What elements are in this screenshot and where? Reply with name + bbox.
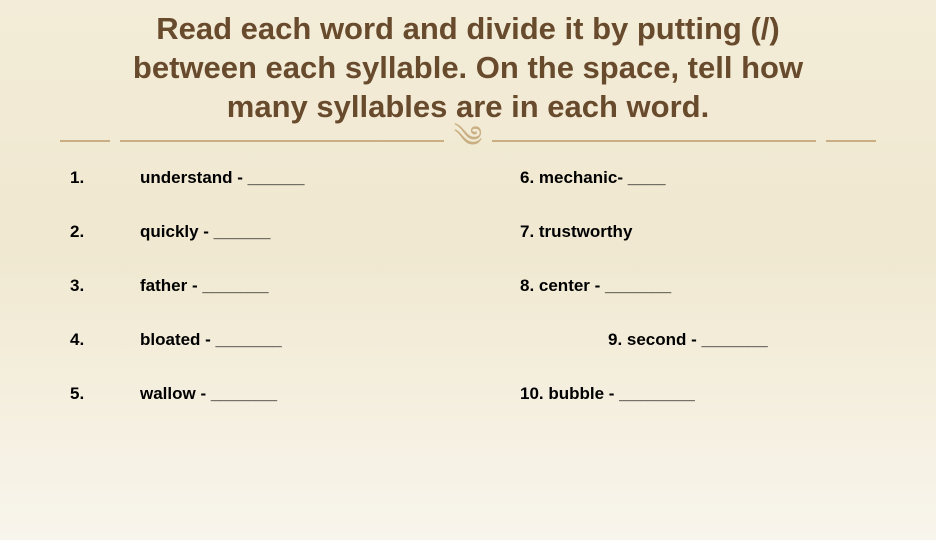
worksheet-list: 1. understand - ______ 6. mechanic- ____… <box>0 168 936 404</box>
item-number: 1. <box>70 168 140 188</box>
item-right: 10. bubble - ________ <box>520 384 866 404</box>
item-number: 3. <box>70 276 140 296</box>
divider-rule <box>826 140 876 142</box>
item-left: understand - ______ <box>140 168 520 188</box>
title-line-3: many syllables are in each word. <box>227 89 709 124</box>
list-row: 1. understand - ______ 6. mechanic- ____ <box>70 168 866 188</box>
list-row: 5. wallow - _______ 10. bubble - _______… <box>70 384 866 404</box>
title-line-1: Read each word and divide it by putting … <box>156 11 779 46</box>
item-number: 4. <box>70 330 140 350</box>
item-left: wallow - _______ <box>140 384 520 404</box>
divider-rule <box>60 140 110 142</box>
item-number: 2. <box>70 222 140 242</box>
list-row: 3. father - _______ 8. center - _______ <box>70 276 866 296</box>
flourish-icon: ༄ <box>454 129 483 147</box>
item-right: 8. center - _______ <box>520 276 866 296</box>
list-row: 4. bloated - _______ 9. second - _______ <box>70 330 866 350</box>
divider-rule <box>120 140 444 142</box>
title-line-2: between each syllable. On the space, tel… <box>133 50 803 85</box>
item-left: bloated - _______ <box>140 330 520 350</box>
item-left: father - _______ <box>140 276 520 296</box>
list-row: 2. quickly - ______ 7. trustworthy <box>70 222 866 242</box>
item-right: 6. mechanic- ____ <box>520 168 866 188</box>
worksheet-title: Read each word and divide it by putting … <box>0 0 936 126</box>
divider-rule <box>492 140 816 142</box>
item-number: 5. <box>70 384 140 404</box>
title-divider: ༄ <box>60 132 876 150</box>
item-right: 7. trustworthy <box>520 222 866 242</box>
item-right: 9. second - _______ <box>520 330 866 350</box>
item-left: quickly - ______ <box>140 222 520 242</box>
